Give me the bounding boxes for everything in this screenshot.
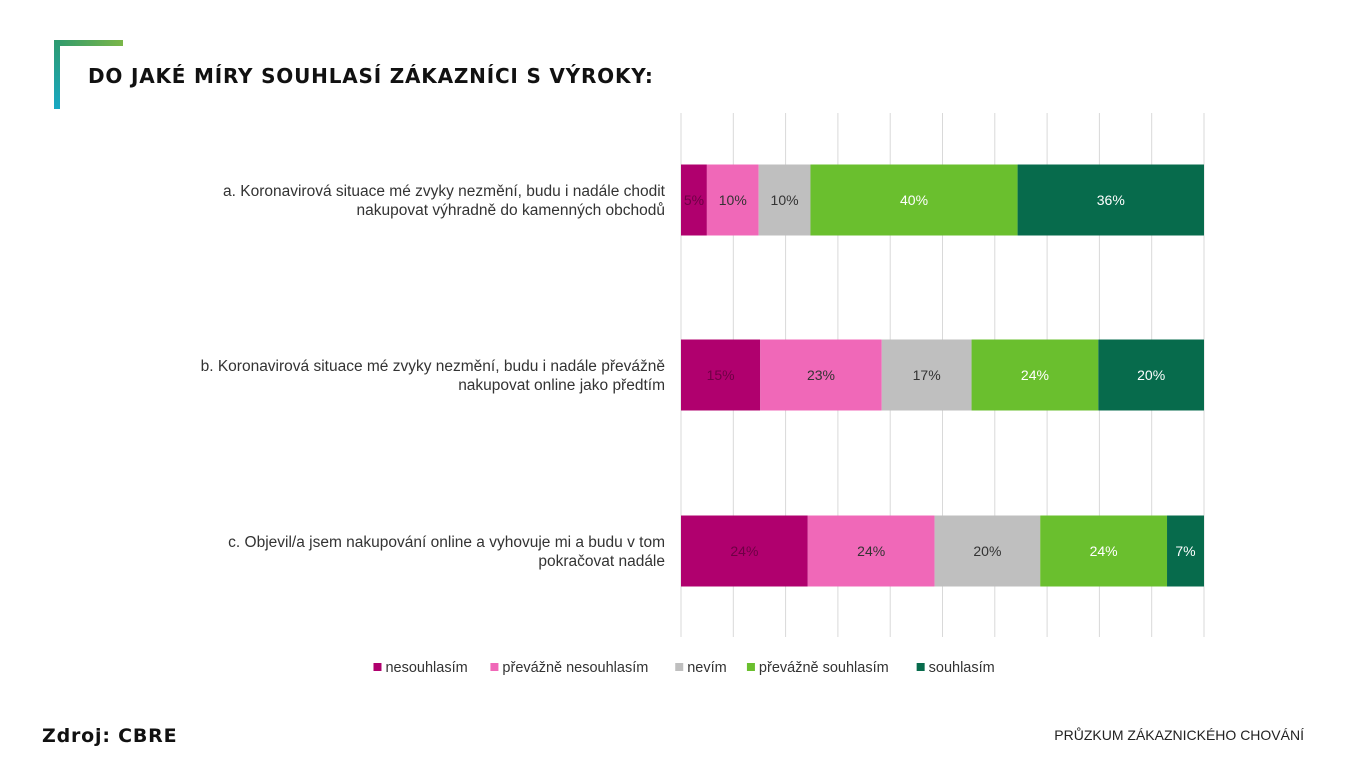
title-accent-left (54, 40, 60, 109)
data-label: 15% (707, 367, 735, 383)
legend-label: převážně souhlasím (759, 660, 889, 676)
category-label: b. Koronavirová situace mé zvyky nezmění… (201, 358, 665, 375)
data-label: 24% (730, 543, 758, 559)
data-label: 7% (1175, 543, 1195, 559)
bar-segment (760, 339, 882, 411)
legend-swatch (490, 663, 499, 671)
data-label: 10% (719, 192, 747, 208)
data-label: 5% (684, 192, 704, 208)
data-label: 20% (973, 543, 1001, 559)
source-label: Zdroj: CBRE (42, 725, 178, 747)
bar-segment (1098, 339, 1204, 411)
data-label: 36% (1097, 192, 1125, 208)
data-label: 40% (900, 192, 928, 208)
legend-label: souhlasím (929, 660, 995, 676)
bar-segment (681, 164, 707, 236)
category-label: a. Koronavirová situace mé zvyky nezmění… (223, 183, 666, 200)
data-label: 23% (807, 367, 835, 383)
bar-segment (1040, 515, 1168, 587)
category-label: nakupovat výhradně do kamenných obchodů (357, 202, 666, 219)
legend-swatch (675, 663, 684, 671)
data-label: 24% (857, 543, 885, 559)
category-label: pokračovat nadále (538, 553, 665, 570)
bar-segment (1017, 164, 1204, 236)
data-label: 17% (913, 367, 941, 383)
data-label: 24% (1021, 367, 1049, 383)
legend-label: nevím (687, 660, 727, 676)
legend-label: nesouhlasím (385, 660, 467, 676)
survey-label: PRŮZKUM ZÁKAZNICKÉHO CHOVÁNÍ (1054, 727, 1304, 743)
bar-segment (971, 339, 1099, 411)
data-label: 24% (1090, 543, 1118, 559)
bar-segment (934, 515, 1041, 587)
bar-segment (807, 515, 935, 587)
bar-segment (881, 339, 972, 411)
bar-segment (681, 515, 808, 587)
category-label: nakupovat online jako předtím (458, 377, 665, 394)
bar-segment (810, 164, 1018, 236)
legend-swatch (373, 663, 382, 671)
legend-swatch (916, 663, 925, 671)
bar-segment (758, 164, 811, 236)
category-label: c. Objevil/a jsem nakupování online a vy… (228, 534, 665, 551)
legend-swatch (746, 663, 755, 671)
page-title: DO JAKÉ MÍRY SOUHLASÍ ZÁKAZNÍCI S VÝROKY… (88, 64, 654, 88)
bar-segment (1167, 515, 1204, 587)
legend-label: převážně nesouhlasím (502, 660, 648, 676)
bar-segment (706, 164, 759, 236)
title-accent-top (54, 40, 123, 46)
bar-segment (681, 339, 761, 411)
data-label: 20% (1137, 367, 1165, 383)
data-label: 10% (771, 192, 799, 208)
